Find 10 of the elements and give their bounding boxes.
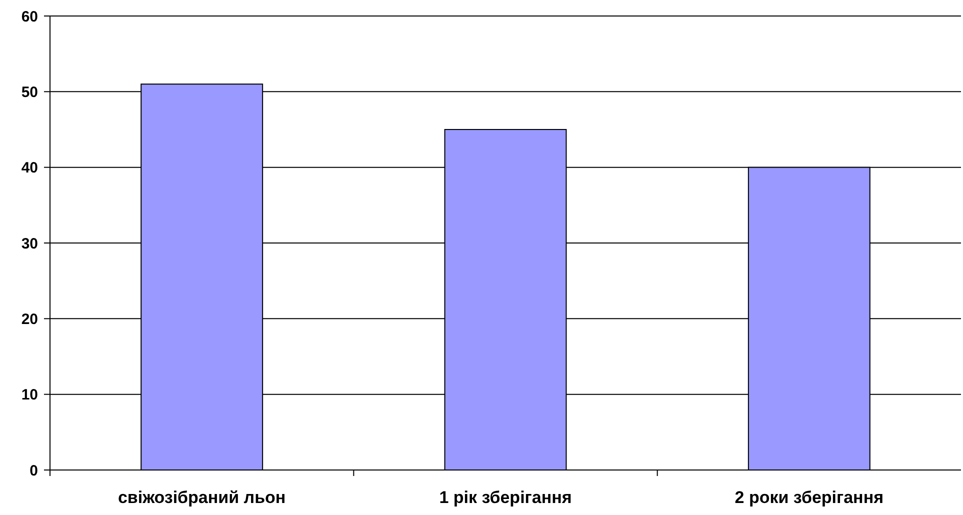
y-tick-label: 20: [21, 310, 38, 328]
y-tick-label: 60: [21, 8, 38, 26]
x-tick-label: 2 роки зберігання: [734, 488, 884, 507]
y-tick-label: 10: [21, 386, 38, 404]
y-tick-label: 0: [30, 462, 38, 480]
y-tick-label: 40: [21, 160, 38, 177]
x-tick-label: свіжозібраний льон: [118, 488, 286, 507]
y-tick-label: 30: [21, 235, 38, 252]
x-tick-label: 1 рік зберігання: [439, 488, 572, 507]
y-tick-label: 50: [21, 84, 38, 101]
